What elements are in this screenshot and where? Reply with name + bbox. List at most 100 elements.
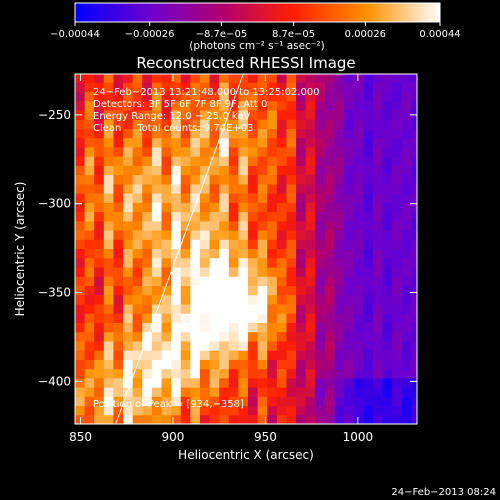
heatmap-cell — [219, 340, 230, 351]
heatmap-cell — [180, 74, 191, 83]
heatmap-cell — [382, 303, 393, 314]
heatmap-cell — [228, 91, 240, 102]
heatmap-cell — [171, 193, 182, 203]
heatmap-cell — [296, 350, 307, 360]
plot-frame — [74, 73, 418, 425]
heatmap-cell — [401, 313, 413, 323]
heatmap-cell — [411, 156, 417, 166]
heatmap-cell — [363, 220, 374, 231]
heatmap-cell — [373, 183, 384, 194]
heatmap-cell — [238, 165, 249, 176]
heatmap-cell — [180, 248, 191, 259]
heatmap-cell — [180, 303, 191, 314]
heatmap-cell — [84, 220, 95, 231]
heatmap-cell — [382, 100, 393, 111]
heatmap-cell — [180, 119, 191, 129]
heatmap-cell — [180, 211, 191, 222]
heatmap-cell — [123, 340, 134, 351]
heatmap-cell — [334, 285, 345, 296]
heatmap-cell — [228, 322, 240, 333]
heatmap-cell — [190, 303, 201, 314]
heatmap-cell — [132, 146, 143, 157]
heatmap-cell — [103, 174, 115, 185]
heatmap-cell — [190, 193, 201, 203]
heatmap-cell — [392, 322, 403, 333]
heatmap-cell — [392, 239, 403, 250]
heatmap-cell — [382, 377, 393, 388]
heatmap-cell — [305, 276, 316, 287]
heatmap-cell — [257, 414, 268, 424]
heatmap-cell — [113, 285, 124, 296]
heatmap-cell — [324, 183, 336, 194]
heatmap-cell — [190, 257, 201, 268]
heatmap-cell — [151, 396, 163, 407]
heatmap-cell — [123, 322, 134, 333]
heatmap-cell — [103, 414, 115, 424]
heatmap-cell — [84, 313, 95, 323]
heatmap-cell — [132, 257, 143, 268]
heatmap-cell — [267, 331, 278, 342]
heatmap-cell — [219, 350, 230, 360]
heatmap-cell — [324, 396, 336, 407]
heatmap-cell — [209, 331, 220, 342]
heatmap-cell — [276, 368, 288, 379]
heatmap-cell — [219, 220, 230, 231]
heatmap-cell — [209, 340, 220, 351]
heatmap-cell — [401, 322, 413, 333]
heatmap-cell — [248, 220, 259, 231]
heatmap-cell — [276, 294, 288, 305]
heatmap-cell — [257, 165, 268, 176]
heatmap-cell — [296, 91, 307, 102]
heatmap-cell — [103, 91, 115, 102]
heatmap-cell — [315, 350, 326, 360]
heatmap-cell — [132, 248, 143, 259]
heatmap-cell — [373, 91, 384, 102]
heatmap-cell — [142, 91, 153, 102]
heatmap-cell — [123, 387, 134, 397]
heatmap-cell — [142, 146, 153, 157]
heatmap-cell — [123, 377, 134, 388]
heatmap-cell — [219, 359, 230, 370]
heatmap-cell — [296, 174, 307, 185]
heatmap-cell — [411, 74, 417, 83]
heatmap-cell — [257, 331, 268, 342]
heatmap-cell — [267, 229, 278, 240]
heatmap-cell — [228, 146, 240, 157]
heatmap-cell — [344, 183, 355, 194]
heatmap-cell — [363, 340, 374, 351]
heatmap-cell — [392, 276, 403, 287]
heatmap-cell — [219, 396, 230, 407]
heatmap-cell — [171, 156, 182, 166]
heatmap-cell — [190, 387, 201, 397]
heatmap-cell — [305, 137, 316, 148]
heatmap-cell — [94, 387, 105, 397]
heatmap-cell — [344, 248, 355, 259]
heatmap-cell — [373, 74, 384, 83]
heatmap-cell — [373, 303, 384, 314]
heatmap-cell — [286, 165, 297, 176]
colorbar-unit-label: (photons cm⁻² s⁻¹ asec⁻²) — [189, 40, 324, 52]
heatmap-cell — [171, 100, 182, 111]
heatmap-cell — [373, 239, 384, 250]
heatmap-cell — [228, 174, 240, 185]
heatmap-cell — [248, 156, 259, 166]
heatmap-cell — [132, 340, 143, 351]
heatmap-cell — [344, 322, 355, 333]
heatmap-cell — [94, 405, 105, 416]
heatmap-cell — [344, 340, 355, 351]
heatmap-cell — [113, 266, 124, 277]
heatmap-cell — [142, 100, 153, 111]
heatmap-cell — [171, 322, 182, 333]
heatmap-cell — [401, 146, 413, 157]
heatmap-cell — [103, 119, 115, 129]
y-tick-label: −350 — [38, 286, 71, 300]
heatmap-cell — [344, 137, 355, 148]
heatmap-cell — [267, 128, 278, 139]
heatmap-cell — [267, 405, 278, 416]
heatmap-cell — [123, 248, 134, 259]
heatmap-cell — [161, 91, 172, 102]
heatmap-cell — [315, 128, 326, 139]
heatmap-cell — [315, 74, 326, 83]
heatmap-cell — [401, 266, 413, 277]
heatmap-cell — [286, 313, 297, 323]
